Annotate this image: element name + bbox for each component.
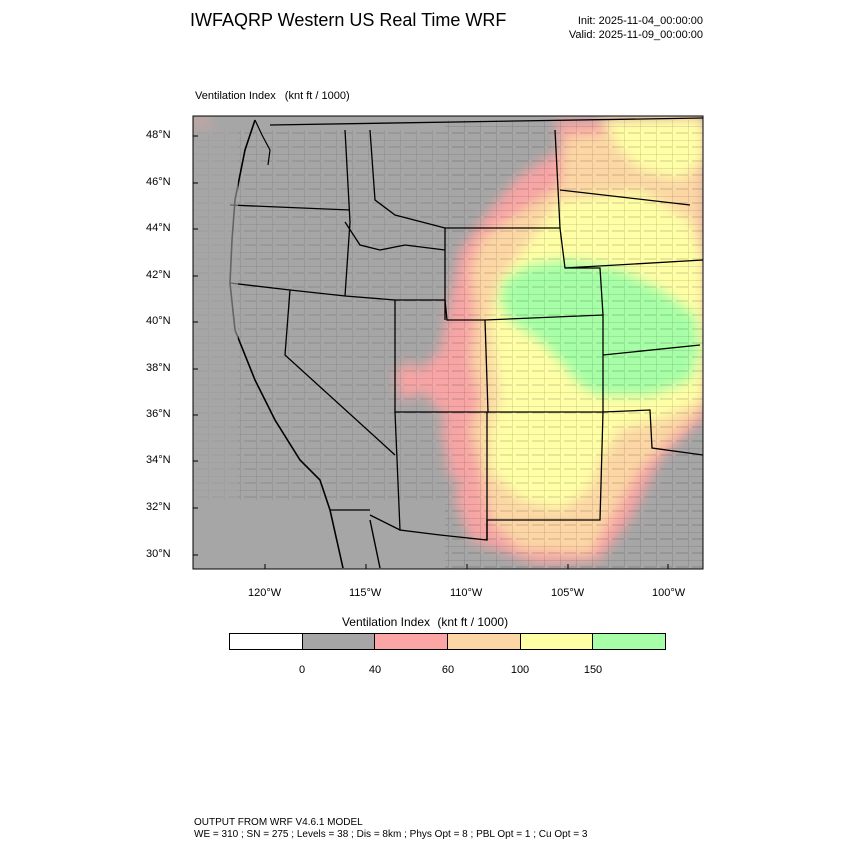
lat-label: 32°N xyxy=(146,501,171,513)
colorbar xyxy=(229,633,666,650)
pacific-ocean xyxy=(193,116,238,569)
map-frame xyxy=(192,115,704,570)
lat-label: 36°N xyxy=(146,408,171,420)
time-stamps: Init: 2025-11-04_00:00:00 Valid: 2025-11… xyxy=(569,14,703,42)
colorbar-segment xyxy=(520,634,594,649)
lat-label: 40°N xyxy=(146,315,171,327)
state-boundaries xyxy=(229,117,703,541)
puget-sound xyxy=(254,119,271,166)
colorbar-tick: 150 xyxy=(583,664,603,676)
valid-time: Valid: 2025-11-09_00:00:00 xyxy=(568,29,703,41)
colorbar-tick: 100 xyxy=(510,664,530,676)
model-info-footer: OUTPUT FROM WRF V4.6.1 MODEL WE = 310 ; … xyxy=(194,817,587,841)
colorbar-tick: 0 xyxy=(298,664,306,676)
lon-ticks xyxy=(264,564,669,569)
plot-title: IWFAQRP Western US Real Time WRF xyxy=(190,10,507,30)
lat-label: 42°N xyxy=(146,269,171,281)
lat-label: 46°N xyxy=(146,176,171,188)
colorbar-units: (knt ft / 1000) xyxy=(437,615,509,629)
colorbar-segment xyxy=(230,634,303,649)
county-boundaries xyxy=(445,120,703,569)
field-label: Ventilation Index (knt ft / 1000) xyxy=(195,90,350,102)
init-time: Init: 2025-11-04_00:00:00 xyxy=(577,15,703,27)
colorbar-tick: 40 xyxy=(368,664,382,676)
lat-ticks xyxy=(193,135,198,556)
map-area xyxy=(193,116,703,569)
colorbar-segment xyxy=(302,634,376,649)
lat-label: 48°N xyxy=(146,129,171,141)
lon-label: 100°W xyxy=(652,587,686,599)
lon-label: 105°W xyxy=(551,587,585,599)
footer-line-1: OUTPUT FROM WRF V4.6.1 MODEL xyxy=(194,817,363,828)
lon-label: 110°W xyxy=(450,587,483,599)
lon-label: 115°W xyxy=(349,587,382,599)
colorbar-title: Ventilation Index (knt ft / 1000) xyxy=(0,615,850,629)
colorbar-segment xyxy=(593,634,666,649)
field-name: Ventilation Index xyxy=(195,90,276,102)
lat-label: 44°N xyxy=(146,222,171,234)
colorbar-segment xyxy=(448,634,521,649)
field-units: (knt ft / 1000) xyxy=(284,90,350,102)
gulf-of-california xyxy=(369,519,381,569)
lat-label: 38°N xyxy=(146,362,171,374)
colorbar-tick: 60 xyxy=(441,664,455,676)
colorbar-segment xyxy=(375,634,449,649)
colorbar-field-name: Ventilation Index xyxy=(341,615,431,629)
lat-label: 30°N xyxy=(146,548,171,560)
lon-label: 120°W xyxy=(248,587,282,599)
lat-label: 34°N xyxy=(146,454,171,466)
footer-line-2: WE = 310 ; SN = 275 ; Levels = 38 ; Dis … xyxy=(194,829,588,840)
